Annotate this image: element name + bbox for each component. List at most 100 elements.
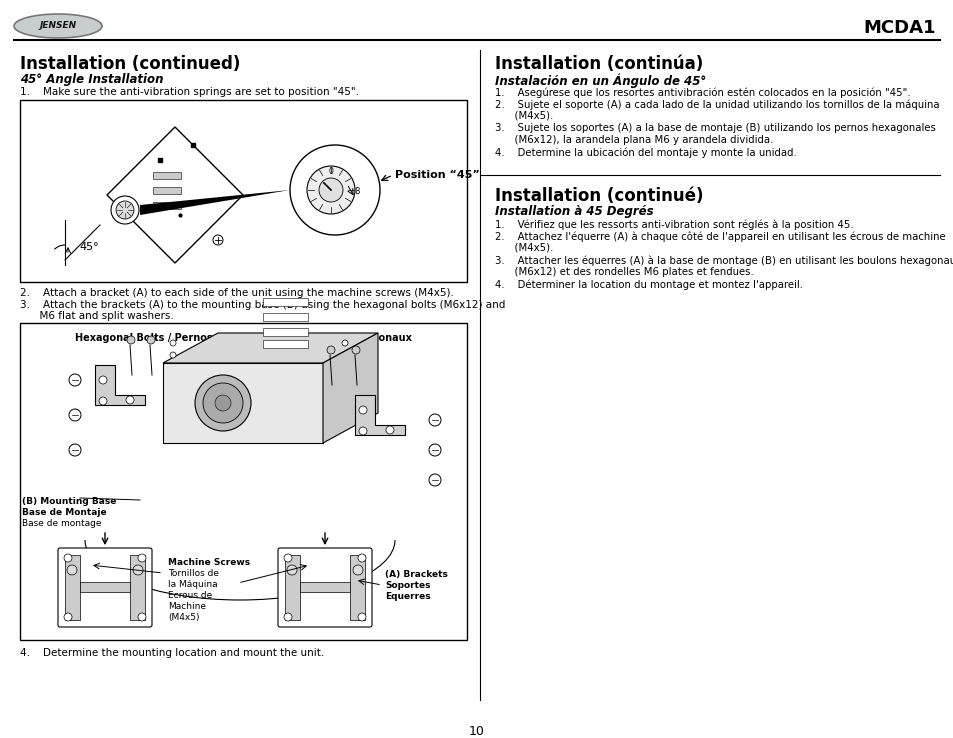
Circle shape [111, 196, 139, 224]
Text: 1.    Make sure the anti-vibration springs are set to position "45".: 1. Make sure the anti-vibration springs … [20, 87, 358, 97]
Circle shape [69, 374, 81, 386]
Circle shape [170, 352, 175, 358]
Circle shape [386, 426, 394, 434]
Circle shape [126, 396, 133, 404]
Bar [263, 313, 308, 321]
Text: Installation à 45 Degrés: Installation à 45 Degrés [495, 205, 653, 218]
Text: Tornillos de: Tornillos de [168, 569, 219, 578]
Polygon shape [163, 363, 323, 443]
Circle shape [358, 427, 367, 435]
Circle shape [284, 613, 292, 621]
Bar [152, 187, 181, 194]
Bar [152, 202, 181, 209]
Bar [152, 172, 181, 179]
Circle shape [352, 346, 359, 354]
Text: (M4x5).: (M4x5). [495, 243, 553, 253]
Text: Soportes: Soportes [385, 581, 430, 590]
Text: Instalación en un Ángulo de 45°: Instalación en un Ángulo de 45° [495, 73, 705, 88]
Circle shape [357, 613, 366, 621]
Text: (B) Mounting Base: (B) Mounting Base [22, 497, 116, 506]
Text: 2.    Sujete el soporte (A) a cada lado de la unidad utilizando los tornillos de: 2. Sujete el soporte (A) a cada lado de … [495, 99, 939, 109]
Circle shape [116, 201, 133, 219]
Circle shape [194, 375, 251, 431]
Bar [20, 323, 467, 640]
Circle shape [132, 565, 143, 575]
Circle shape [127, 336, 135, 344]
Text: Equerres: Equerres [385, 592, 430, 601]
Circle shape [69, 409, 81, 421]
Bar [65, 555, 80, 620]
Circle shape [64, 554, 71, 562]
Text: 2.    Attachez l'équerre (A) à chaque côté de l'appareil en utilisant les écrous: 2. Attachez l'équerre (A) à chaque côté … [495, 231, 944, 241]
Circle shape [203, 383, 243, 423]
Circle shape [353, 565, 363, 575]
Text: 45° Angle Installation: 45° Angle Installation [20, 73, 163, 86]
Text: (M6x12), la arandela plana M6 y arandela dividida.: (M6x12), la arandela plana M6 y arandela… [495, 135, 773, 145]
Circle shape [147, 336, 154, 344]
Text: 0: 0 [328, 168, 334, 176]
Text: M6 flat and split washers.: M6 flat and split washers. [20, 311, 173, 321]
Bar [263, 340, 308, 348]
Text: (A) Brackets: (A) Brackets [385, 570, 447, 579]
Text: 45°: 45° [79, 242, 98, 252]
Text: MCDA1: MCDA1 [862, 19, 935, 37]
Text: 10: 10 [469, 725, 484, 738]
Circle shape [429, 414, 440, 426]
Polygon shape [107, 127, 243, 263]
Bar [299, 582, 350, 592]
Circle shape [307, 166, 355, 214]
Text: 3.    Sujete los soportes (A) a la base de montaje (B) utilizando los pernos hex: 3. Sujete los soportes (A) a la base de … [495, 123, 935, 133]
Bar [20, 100, 467, 282]
Circle shape [67, 565, 77, 575]
Text: Base de montage: Base de montage [22, 519, 101, 528]
Text: 2.    Attach a bracket (A) to each side of the unit using the machine screws (M4: 2. Attach a bracket (A) to each side of … [20, 288, 454, 298]
Bar [350, 555, 365, 620]
Circle shape [327, 346, 335, 354]
Polygon shape [95, 365, 145, 405]
Text: 3.    Attach the brackets (A) to the mounting base (B) using the hexagonal bolts: 3. Attach the brackets (A) to the mounti… [20, 300, 505, 310]
Bar [263, 298, 308, 306]
Bar [285, 555, 299, 620]
Text: 8: 8 [354, 187, 359, 196]
Text: 4.    Determine the mounting location and mount the unit.: 4. Determine the mounting location and m… [20, 648, 324, 658]
Text: JENSEN: JENSEN [39, 21, 76, 30]
Polygon shape [355, 395, 405, 435]
Circle shape [357, 554, 366, 562]
Text: la Máquina: la Máquina [168, 580, 217, 589]
Text: Ecrous de: Ecrous de [168, 591, 212, 600]
Text: (M4x5).: (M4x5). [495, 111, 553, 121]
Text: 1.    Vérifiez que les ressorts anti-vibration sont réglés à la position 45.: 1. Vérifiez que les ressorts anti-vibrat… [495, 219, 853, 230]
Text: Machine Screws: Machine Screws [168, 558, 250, 567]
Circle shape [284, 554, 292, 562]
FancyBboxPatch shape [58, 548, 152, 627]
Text: Machine: Machine [168, 602, 206, 611]
Circle shape [290, 145, 379, 235]
Text: (M6x12) et des rondelles M6 plates et fendues.: (M6x12) et des rondelles M6 plates et fe… [495, 267, 753, 277]
Bar [130, 555, 145, 620]
Circle shape [318, 178, 343, 202]
Text: (M4x5): (M4x5) [168, 613, 199, 622]
Text: Installation (continué): Installation (continué) [495, 187, 702, 205]
Text: Installation (continúa): Installation (continúa) [495, 55, 702, 73]
Circle shape [429, 474, 440, 486]
Circle shape [99, 397, 107, 405]
Text: 4.    Determine la ubicación del montaje y monte la unidad.: 4. Determine la ubicación del montaje y … [495, 147, 796, 157]
Polygon shape [140, 190, 290, 215]
Circle shape [358, 406, 367, 414]
Polygon shape [323, 333, 377, 443]
Circle shape [341, 340, 348, 346]
Text: Position “45”: Position “45” [395, 170, 479, 180]
Polygon shape [163, 333, 377, 363]
Circle shape [138, 613, 146, 621]
Circle shape [429, 444, 440, 456]
Circle shape [287, 565, 296, 575]
Text: 1.    Asegúrese que los resortes antivibración estén colocados en la posición "4: 1. Asegúrese que los resortes antivibrac… [495, 87, 910, 97]
Ellipse shape [14, 14, 102, 38]
Circle shape [64, 613, 71, 621]
Circle shape [69, 444, 81, 456]
Circle shape [213, 235, 223, 245]
Text: (M6x12): (M6x12) [220, 343, 265, 353]
FancyBboxPatch shape [277, 548, 372, 627]
Circle shape [170, 340, 175, 346]
Bar [263, 328, 308, 336]
